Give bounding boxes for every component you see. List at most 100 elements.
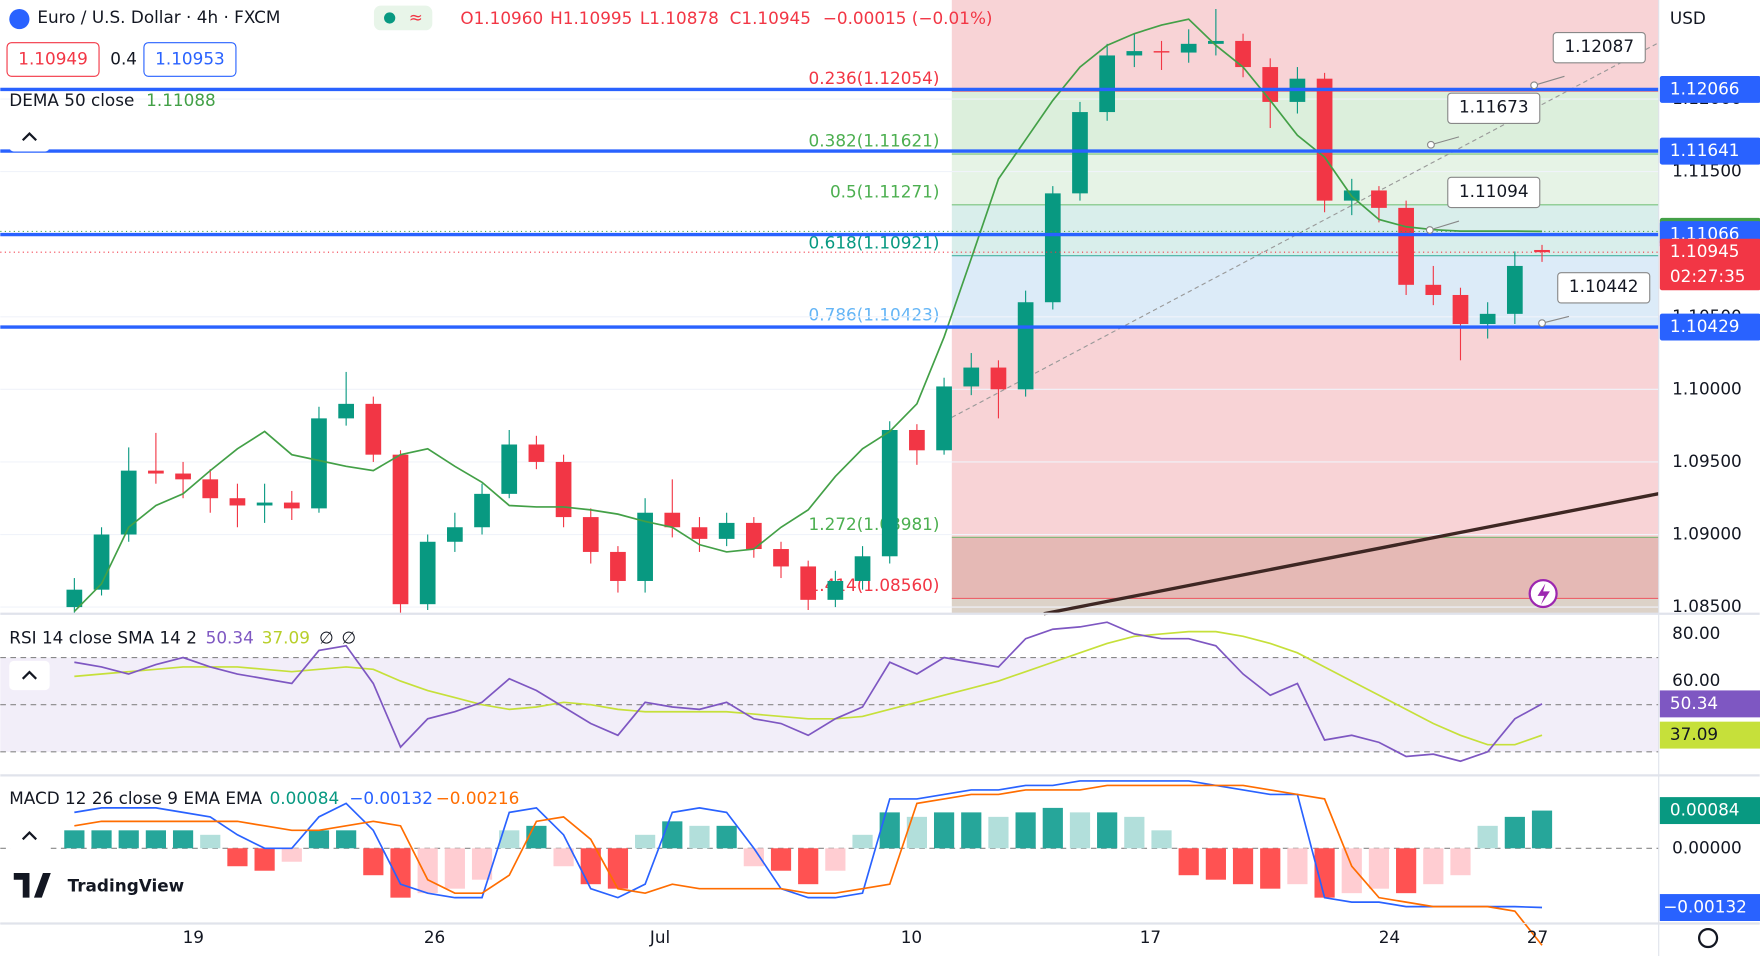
price-tick-label: 1.09000 — [1672, 524, 1742, 544]
price-tick-label: 1.08500 — [1672, 596, 1742, 616]
macd-legend-hist: 0.00084 — [270, 788, 340, 808]
candle-body — [909, 429, 925, 451]
price-tick-label: 1.11500 — [1672, 161, 1742, 181]
callout-box — [1557, 272, 1651, 304]
callout-anchor — [1427, 140, 1435, 149]
rsi-legend-value: 50.34 — [206, 627, 254, 647]
time-label: 10 — [901, 927, 922, 947]
macd-hist-bar — [145, 830, 166, 849]
macd-hist-bar — [91, 830, 112, 849]
bid-box[interactable] — [6, 42, 100, 77]
ohlc-open: O1.10960 — [460, 8, 543, 28]
macd-hist-bar — [200, 834, 221, 849]
candle-body — [1044, 193, 1061, 303]
macd-line-box — [1659, 894, 1760, 921]
brand: TradingView — [68, 875, 185, 895]
candle-body — [419, 541, 436, 605]
candle-body — [256, 502, 273, 506]
rsi-sma-label: 37.09 — [1670, 724, 1718, 744]
candle-body — [718, 522, 735, 539]
candle-body — [175, 473, 191, 480]
candle-body — [120, 470, 137, 535]
macd-hist-bar — [988, 816, 1009, 849]
price-tick-label: 1.09500 — [1672, 451, 1742, 471]
macd-hist-box — [1659, 797, 1760, 825]
ask-box[interactable] — [143, 42, 237, 77]
candle-body — [1099, 55, 1116, 113]
rsi-title: RSI 14 close SMA 14 2 — [9, 627, 197, 647]
macd-tick-label: 0.00000 — [1672, 837, 1742, 857]
ohlc-high: H1.10995 — [550, 8, 632, 28]
fib-zone — [951, 204, 1659, 256]
time-label: 27 — [1527, 927, 1548, 947]
candle-body — [1180, 43, 1197, 53]
symbol: Euro / U.S. Dollar · 4h · FXCM — [37, 7, 280, 27]
overlay: 1.120001.115001.105001.100001.095001.090… — [0, 5, 1760, 949]
fib-label: 0.5(1.11271) — [830, 181, 939, 201]
candle-body — [773, 549, 789, 567]
candle-body — [447, 527, 463, 542]
brand-logo — [13, 872, 51, 898]
fib-label: 0.382(1.11621) — [809, 131, 940, 151]
collapse-chevron — [21, 131, 37, 142]
candle-body — [745, 522, 762, 550]
macd-hist-bar — [499, 830, 520, 849]
macd-hist-bar — [1531, 810, 1553, 849]
rsi-sma-box — [1659, 721, 1760, 749]
callout-label: 1.11094 — [1459, 181, 1529, 201]
candle-body — [1371, 190, 1387, 208]
status-wave: ≈ — [409, 7, 423, 27]
rsi-line — [74, 621, 1543, 763]
macd-legend-signal: −0.00216 — [436, 788, 520, 808]
level-box — [1659, 313, 1760, 341]
macd-hist-bar — [1260, 848, 1281, 889]
level-box — [1659, 75, 1760, 103]
macd-legend-line: −0.00132 — [349, 788, 433, 808]
macd-hist-bar — [1396, 848, 1417, 894]
status-pill — [373, 5, 433, 31]
candle-body — [1534, 249, 1550, 253]
collapse-button[interactable] — [9, 821, 50, 851]
settings-icon[interactable] — [1697, 927, 1719, 949]
macd-hist-bar — [1178, 848, 1199, 876]
macd-title: MACD 12 26 close 9 EMA EMA — [9, 788, 262, 808]
candle-body — [338, 403, 355, 419]
level-label: 1.11066 — [1670, 224, 1740, 244]
collapse-chevron — [21, 670, 37, 680]
fib-zone — [951, 327, 1659, 538]
candle-body — [528, 444, 545, 462]
macd-hist-bar — [553, 848, 574, 867]
rsi-extra: ∅ — [319, 627, 334, 647]
candle-body — [1506, 265, 1523, 314]
macd-hist-bar — [607, 848, 629, 889]
callout-label: 1.10442 — [1569, 276, 1639, 296]
candle-body — [148, 470, 164, 474]
alert-bolt — [1537, 583, 1550, 605]
candle-body — [963, 367, 980, 387]
currency: USD — [1670, 8, 1706, 28]
fib-label: 0.618(1.10921) — [809, 232, 940, 252]
fib-zone — [951, 154, 1659, 205]
collapse-button[interactable] — [9, 122, 50, 152]
callout-box — [1552, 31, 1646, 64]
macd-hist-bar — [1450, 848, 1471, 876]
candle-body — [1452, 294, 1469, 325]
collapse-button[interactable] — [9, 660, 50, 691]
dema-title: DEMA 50 close — [9, 90, 134, 110]
macd-hist-bar — [417, 848, 438, 894]
candle-body — [1262, 67, 1279, 102]
macd-hist-bar — [906, 816, 928, 849]
fib-zone — [951, 0, 1659, 92]
rsi-sma-line — [74, 630, 1543, 746]
macd-hist-bar — [1423, 848, 1444, 885]
macd-hist-bar — [1097, 812, 1118, 849]
callout-stem — [1429, 220, 1460, 231]
candle-body — [202, 479, 219, 499]
time-label: 26 — [424, 927, 445, 947]
macd-hist-bar — [825, 848, 846, 871]
callout-label: 1.12087 — [1564, 36, 1634, 56]
macd-hist-bar — [471, 848, 493, 880]
time-label: 19 — [183, 927, 204, 947]
candle-body — [827, 580, 844, 600]
ohlc-close: C1.10945 — [730, 8, 811, 28]
